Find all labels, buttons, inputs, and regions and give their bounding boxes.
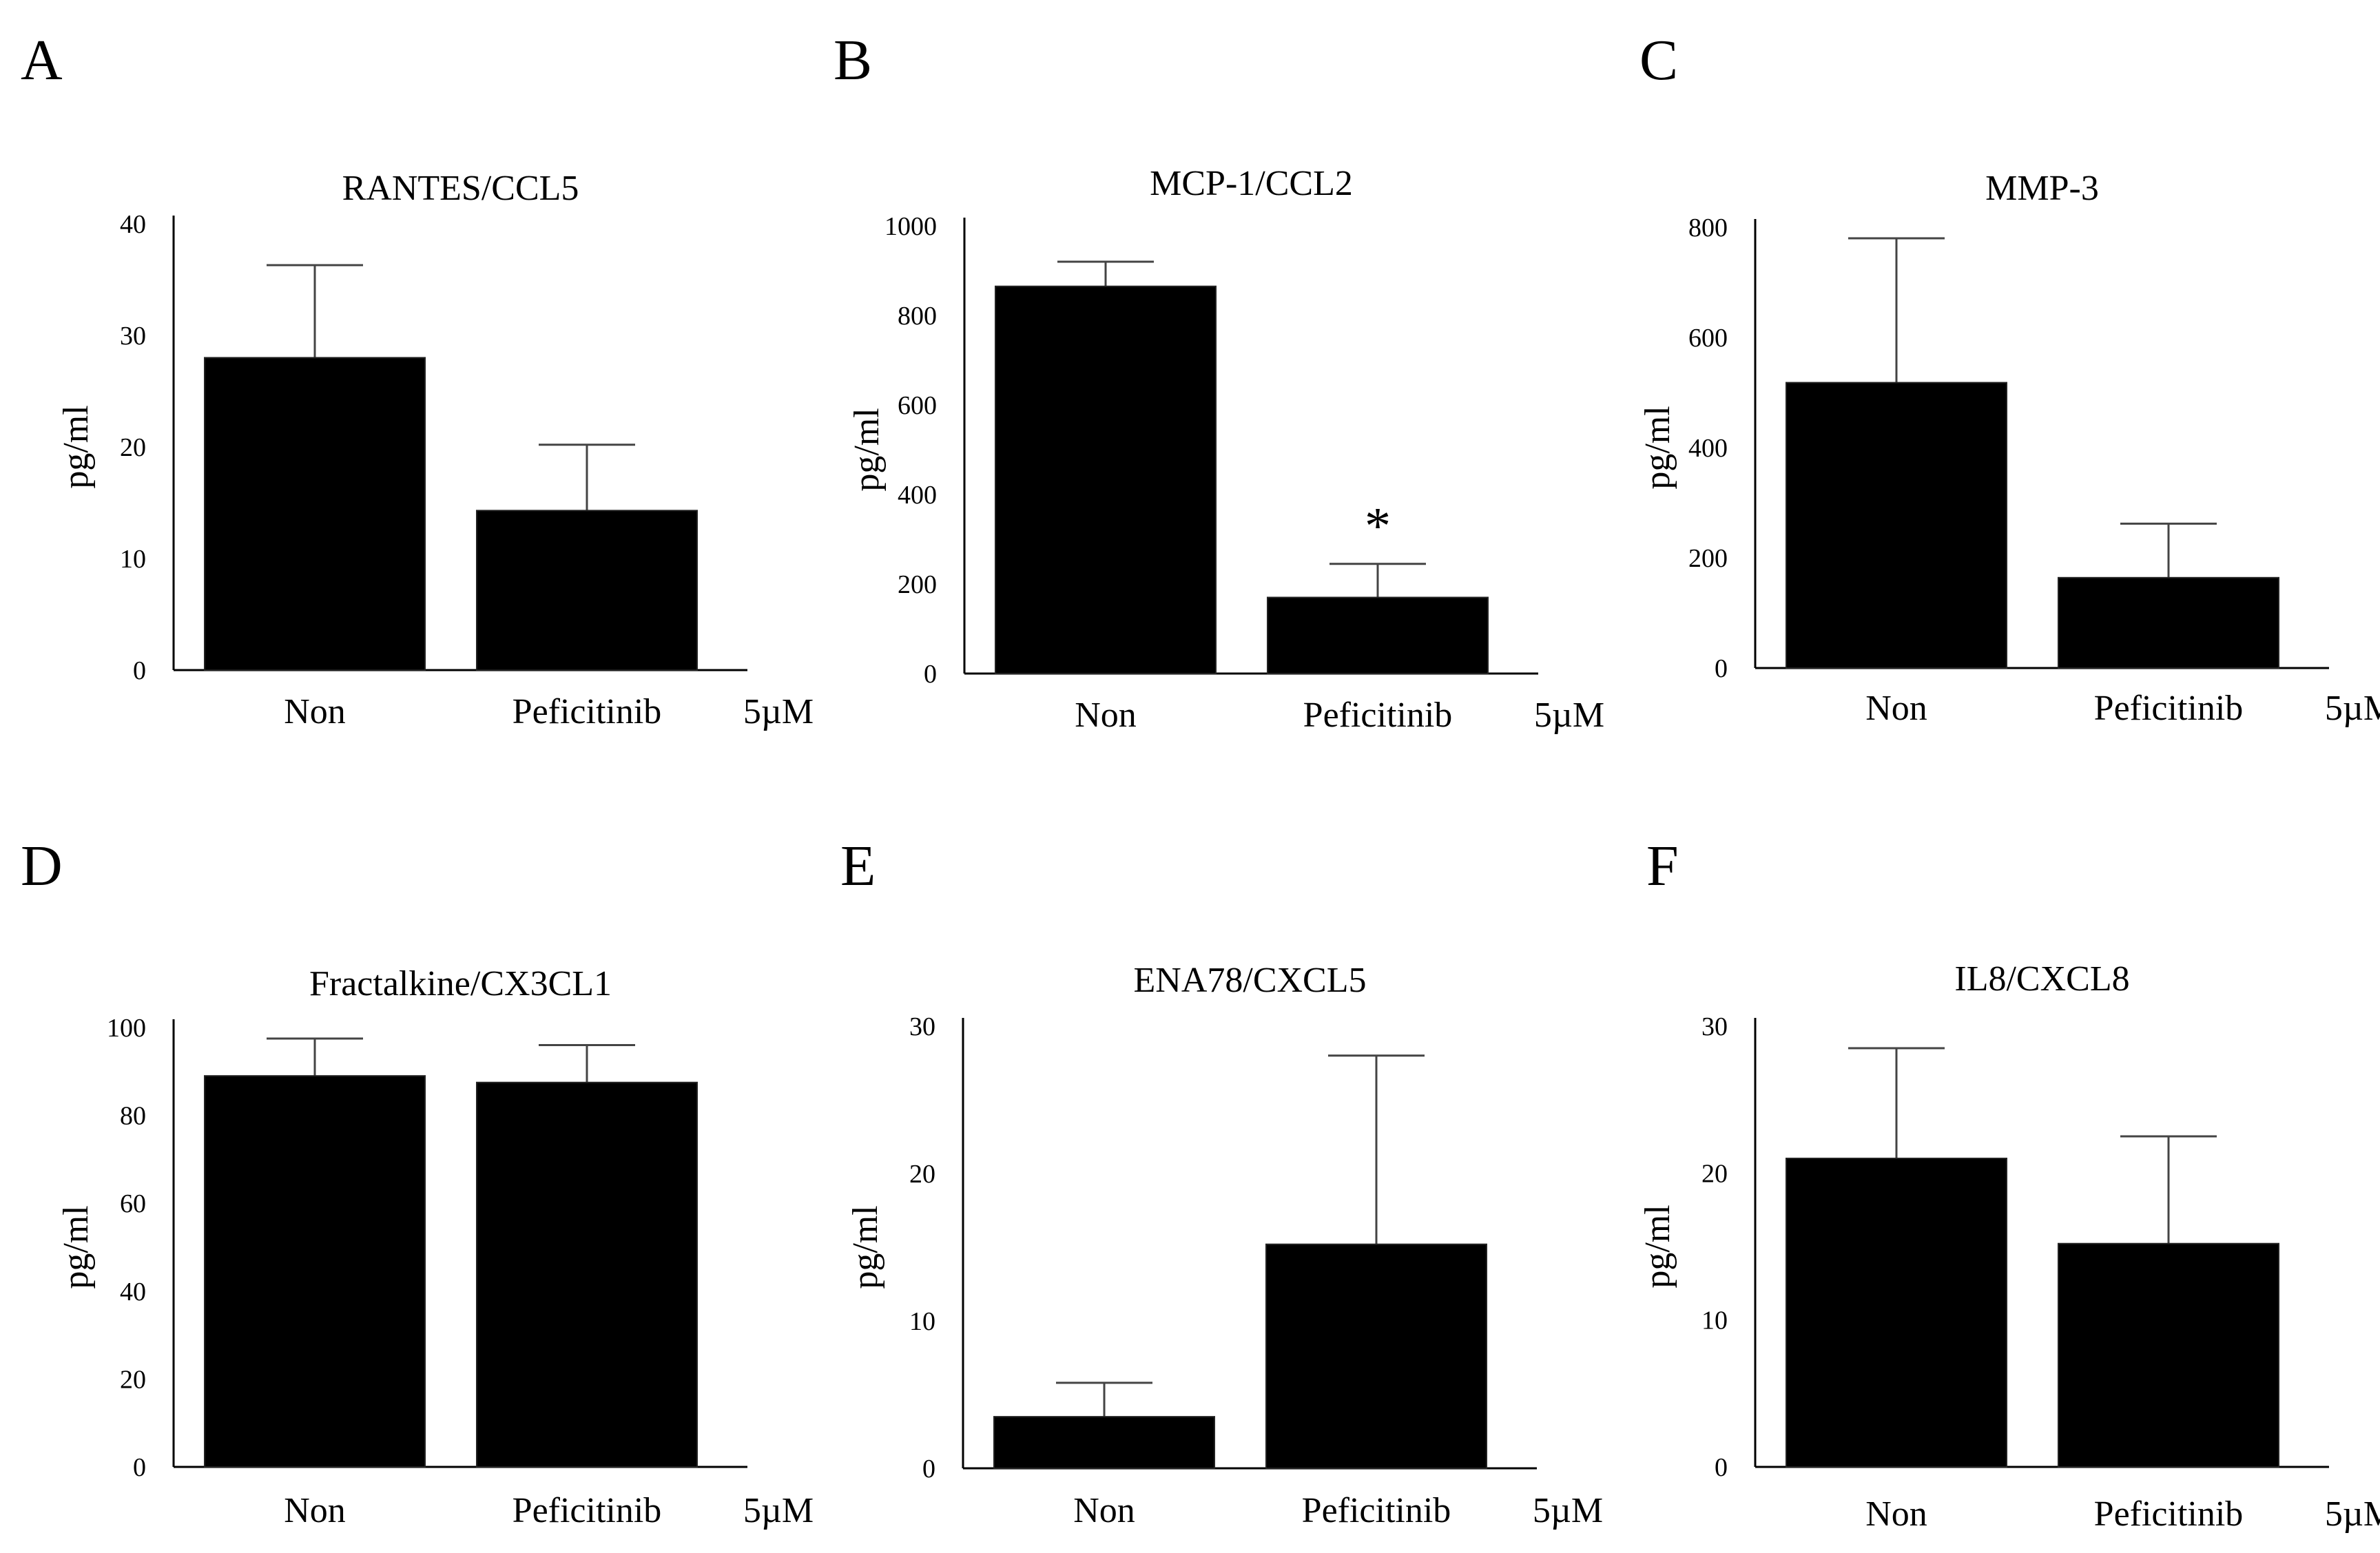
y-tick-label: 100	[107, 1014, 146, 1043]
bar-peficitinib	[476, 1081, 698, 1468]
y-tick-label: 1000	[884, 212, 937, 241]
bar-peficitinib	[1267, 596, 1489, 674]
chart-panel-b: B MCP-1/CCL2 pg/ml 0 200 400 600 800 1000 Non * Pef…	[834, 28, 1604, 735]
x-category-label: Peficitinib	[513, 692, 662, 731]
chart-title: ENA78/CXCL5	[1134, 961, 1367, 1000]
y-tick-label: 30	[120, 322, 146, 351]
dose-unit-label: 5µM	[2325, 689, 2380, 728]
bar-peficitinib	[1265, 1243, 1487, 1469]
y-tick-label: 20	[909, 1160, 935, 1189]
x-category-label: Non	[284, 1491, 346, 1530]
y-tick-label: 0	[1715, 1453, 1728, 1482]
panel-letter: A	[21, 28, 63, 92]
y-tick-label: 200	[898, 570, 937, 599]
dose-unit-label: 5µM	[743, 692, 814, 731]
chart-panel-d: D Fractalkine/CX3CL1 pg/ml 0 20 40 60 80 100 Non P…	[21, 834, 814, 1530]
x-category-label: Non	[1865, 689, 1927, 728]
y-tick-label: 0	[133, 656, 146, 685]
y-tick-label: 20	[120, 1365, 146, 1394]
y-tick-label: 800	[898, 302, 937, 331]
x-category-label: Peficitinib	[1303, 696, 1453, 735]
y-tick-label: 0	[133, 1453, 146, 1482]
y-tick-label: 800	[1688, 213, 1728, 242]
panel-letter: B	[834, 28, 872, 92]
x-category-label: Peficitinib	[2094, 689, 2244, 728]
bar-non	[995, 285, 1217, 674]
chart-title: Fractalkine/CX3CL1	[309, 964, 612, 1003]
y-tick-label: 0	[924, 660, 937, 689]
chart-panel-f: F IL8/CXCL8 pg/ml 0 10 20 30 Non Peficitinib 5µM	[1638, 834, 2380, 1534]
y-tick-label: 30	[1701, 1012, 1728, 1041]
panel-letter: F	[1646, 834, 1679, 898]
chart-panel-c: C MMP-3 pg/ml 0 200 400 600 800 Non Peficitinib 5µ…	[1638, 28, 2380, 728]
bar-peficitinib	[476, 510, 698, 671]
dose-unit-label: 5µM	[743, 1491, 814, 1530]
y-axis-label: pg/ml	[56, 405, 96, 488]
y-axis-label: pg/ml	[1638, 406, 1677, 489]
x-category-label: Peficitinib	[513, 1491, 662, 1530]
bar-non	[1786, 382, 2007, 669]
dose-unit-label: 5µM	[1534, 696, 1604, 735]
bar-non	[1786, 1158, 2007, 1468]
bar-peficitinib	[2058, 1242, 2279, 1468]
y-axis-label: pg/ml	[847, 408, 887, 491]
panel-letter: C	[1639, 28, 1678, 92]
y-tick-label: 600	[898, 391, 937, 420]
y-tick-label: 400	[898, 481, 937, 510]
y-tick-label: 10	[909, 1307, 935, 1336]
panel-letter: E	[840, 834, 876, 898]
x-category-label: Peficitinib	[2094, 1494, 2244, 1534]
y-tick-label: 60	[120, 1189, 146, 1218]
panel-letter: D	[21, 834, 63, 898]
y-tick-label: 400	[1688, 434, 1728, 463]
chart-title: MMP-3	[1985, 169, 2099, 208]
y-axis-label: pg/ml	[56, 1205, 96, 1289]
bar-non	[993, 1416, 1215, 1470]
y-tick-label: 10	[1701, 1306, 1728, 1335]
x-category-label: Non	[1073, 1491, 1135, 1530]
y-tick-label: 0	[1715, 654, 1728, 683]
y-axis-label: pg/ml	[846, 1205, 885, 1289]
y-tick-label: 20	[1701, 1159, 1728, 1188]
y-tick-label: 10	[120, 545, 146, 574]
dose-unit-label: 5µM	[1533, 1491, 1603, 1530]
chart-panel-a: A RANTES/CCL5 pg/ml 0 10 20 30 40 Non Peficitinib…	[21, 28, 814, 731]
y-tick-label: 40	[120, 210, 146, 239]
y-tick-label: 0	[922, 1455, 935, 1483]
bar-non	[204, 357, 426, 671]
chart-title: MCP-1/CCL2	[1150, 164, 1353, 203]
y-tick-label: 30	[909, 1012, 935, 1041]
x-category-label: Non	[1865, 1494, 1927, 1534]
chart-title: IL8/CXCL8	[1954, 959, 2129, 999]
x-category-label: Non	[1075, 696, 1137, 735]
y-tick-label: 600	[1688, 324, 1728, 353]
bar-peficitinib	[2058, 576, 2279, 669]
significance-marker: *	[1365, 497, 1391, 555]
x-category-label: Peficitinib	[1302, 1491, 1451, 1530]
y-axis-label: pg/ml	[1638, 1205, 1677, 1288]
chart-title: RANTES/CCL5	[342, 169, 579, 208]
x-category-label: Non	[284, 692, 346, 731]
y-tick-label: 200	[1688, 544, 1728, 573]
y-tick-label: 40	[120, 1278, 146, 1306]
dose-unit-label: 5µM	[2325, 1494, 2380, 1534]
y-tick-label: 20	[120, 433, 146, 462]
chart-panel-e: E ENA78/CXCL5 pg/ml 0 10 20 30 Non Peficitinib 5µ…	[840, 834, 1603, 1530]
y-tick-label: 80	[120, 1102, 146, 1131]
bar-non	[204, 1075, 426, 1468]
